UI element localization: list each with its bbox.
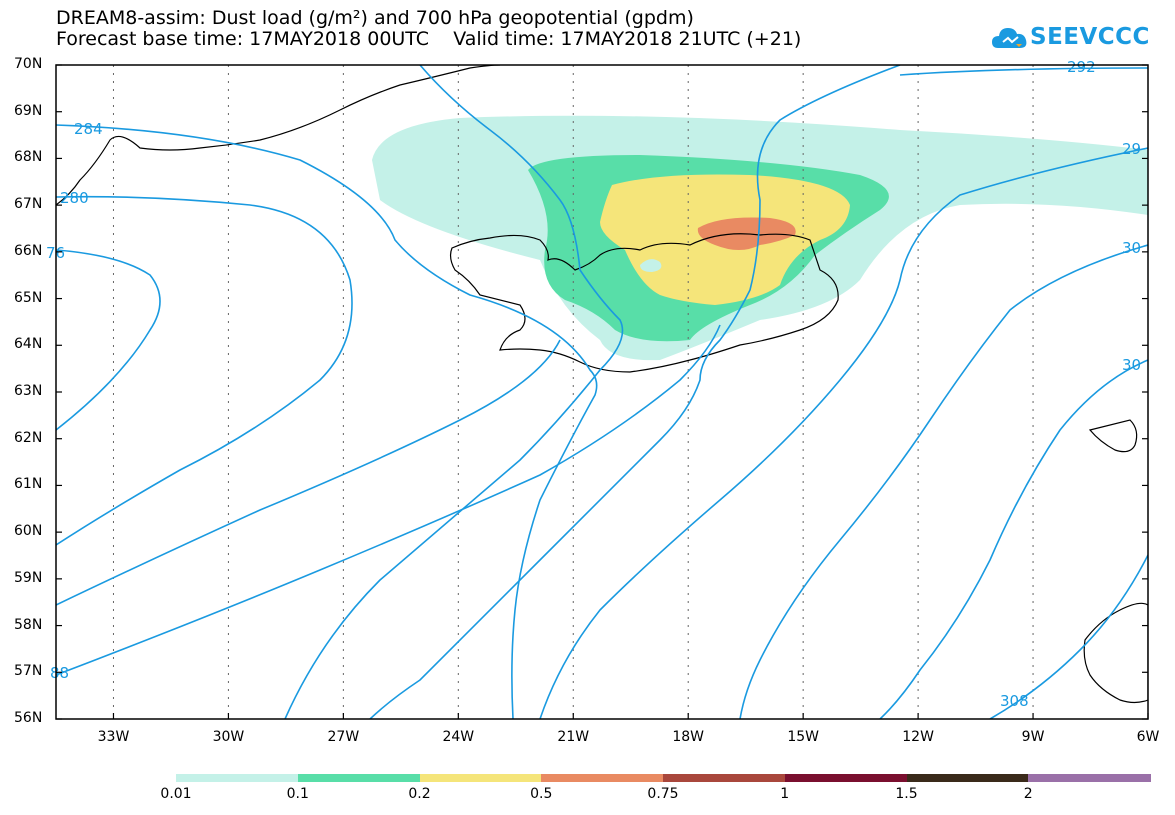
contour-label: 280 [60, 189, 89, 207]
colorbar-segment [906, 774, 1029, 782]
contour-line [899, 67, 1148, 76]
chart-title-line-1: DREAM8-assim: Dust load (g/m²) and 700 h… [56, 7, 694, 29]
geopotential-contours [56, 65, 1148, 719]
axis-ticks [56, 64, 1149, 720]
cloud-logo-icon [992, 28, 1027, 48]
colorbar-segment [784, 774, 907, 782]
latitude-label: 58N [14, 616, 43, 633]
contour-line [879, 359, 1148, 719]
contour-line [56, 249, 161, 431]
contour-label: 308 [1000, 692, 1029, 710]
colorbar-segment [541, 774, 664, 782]
longitude-label: 33W [97, 729, 130, 745]
contour-line [739, 244, 1148, 719]
latitude-label: 60N [14, 523, 43, 540]
colorbar-segment [176, 774, 299, 782]
latitude-label: 66N [14, 242, 43, 259]
colorbar-label: 1 [780, 786, 790, 802]
colorbar-label: 0.01 [160, 786, 192, 802]
colorbar-segment [419, 774, 542, 782]
contour-line [56, 339, 561, 606]
colorbar-label: 0.5 [530, 786, 553, 802]
longitude-label: 30W [212, 729, 245, 745]
seevccc-logo-text: SEEVCCC [1030, 24, 1150, 50]
dust-load-field [372, 115, 1148, 361]
contour-label: 30 [1122, 356, 1141, 374]
longitude-label: 6W [1136, 729, 1160, 745]
colorbar-label: 1.5 [895, 786, 918, 802]
colorbar-label: 2 [1023, 786, 1033, 802]
contour-label: 284 [74, 120, 103, 138]
dust-0.01-inner-region [640, 259, 662, 272]
latitude-label: 68N [14, 149, 43, 166]
colorbar-segment [1028, 774, 1151, 782]
iceland-coast [449, 233, 839, 373]
contour-line [56, 324, 721, 676]
latitude-label: 56N [14, 710, 43, 726]
longitude-label: 18W [672, 729, 705, 745]
latitude-label: 59N [14, 569, 43, 586]
latitude-label: 62N [14, 429, 43, 446]
longitude-label: 24W [442, 729, 475, 745]
latitude-label: 63N [14, 383, 43, 399]
contour-line [989, 554, 1148, 719]
colorbar-label: 0.1 [286, 786, 309, 802]
longitude-label: 27W [327, 729, 360, 745]
scotland-coast [1083, 602, 1148, 704]
colorbar-segment [663, 774, 786, 782]
latitude-label: 69N [14, 102, 43, 119]
latitude-label: 64N [14, 336, 43, 353]
contour-label: 292 [1067, 58, 1096, 76]
map-gridlines [112, 65, 1034, 719]
latitude-label: 61N [14, 476, 43, 493]
latitude-label: 70N [14, 56, 43, 72]
seevccc-logo [990, 20, 1150, 56]
latitude-label: 67N [14, 196, 43, 213]
contour-label: 29 [1122, 140, 1141, 158]
contour-line [56, 195, 353, 546]
contour-line [369, 65, 901, 719]
contour-label: 30 [1122, 239, 1141, 257]
chart-title-line-2: Forecast base time: 17MAY2018 00UTC Vali… [56, 28, 802, 50]
contour-line [284, 65, 624, 719]
longitude-label: 21W [557, 729, 590, 745]
faroe-shetland-coast [1088, 419, 1138, 453]
latitude-label: 65N [14, 289, 43, 306]
longitude-label: 12W [902, 729, 934, 745]
longitude-label: 9W [1021, 729, 1045, 745]
contour-line [539, 147, 1148, 719]
colorbar-segment [297, 774, 420, 782]
colorbar-label: 0.2 [408, 786, 431, 802]
latitude-label: 57N [14, 663, 43, 680]
contour-label: 88 [50, 664, 69, 682]
contour-line [56, 124, 598, 719]
colorbar-label: 0.75 [647, 786, 679, 802]
longitude-label: 15W [787, 729, 819, 745]
